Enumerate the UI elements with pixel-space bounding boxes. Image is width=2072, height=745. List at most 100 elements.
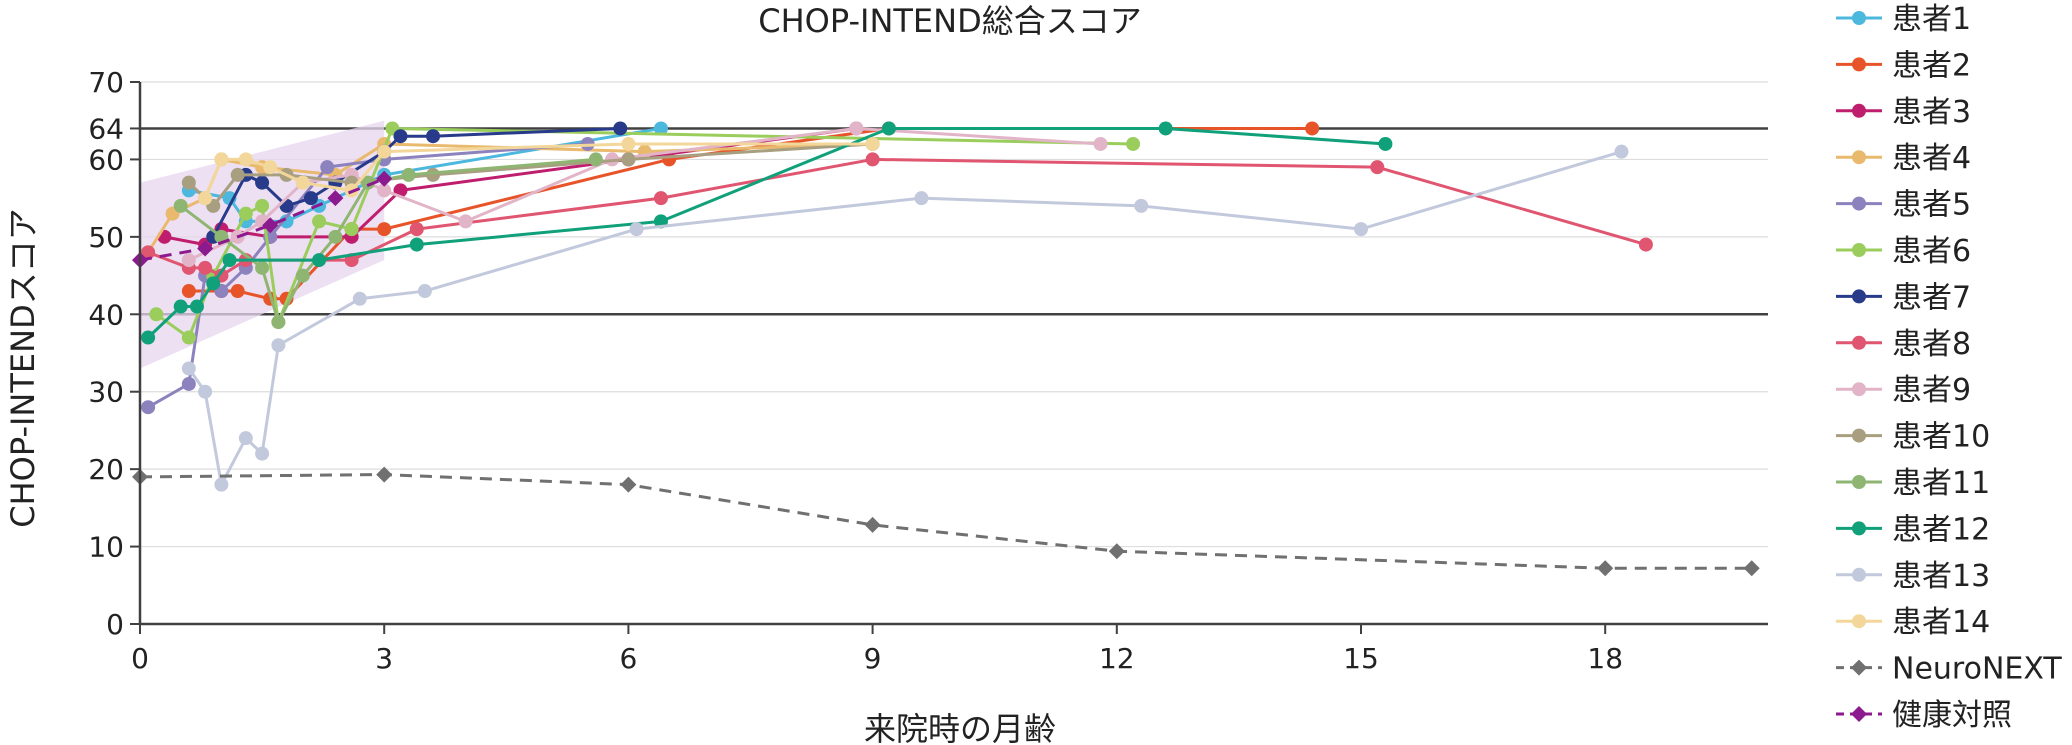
series-16 [132,170,393,269]
data-point [377,222,392,237]
data-point [238,152,253,167]
series-11 [173,152,603,330]
data-point [295,175,310,190]
legend-marker [1852,614,1866,629]
legend-marker [1852,150,1866,165]
legend-marker [1852,196,1866,211]
y-tick-label: 60 [88,143,124,176]
series-8 [141,152,1653,283]
data-point [197,240,214,257]
legend-marker [1852,11,1866,25]
legend-marker [1851,659,1867,676]
data-point [458,214,473,229]
legend-item: 患者4 [1836,141,1971,176]
series-line [139,473,1752,570]
series-15 [132,466,1760,577]
data-point [1614,144,1629,159]
data-point [262,217,279,234]
data-point [653,191,668,206]
data-point [328,229,343,244]
data-point [230,284,245,299]
data-point [255,446,270,461]
legend-item: 患者7 [1836,280,1971,315]
x-axis-label: 来院時の月齢 [864,710,1056,745]
data-point [1108,543,1125,560]
data-point [629,222,644,237]
data-point [320,160,335,175]
data-point [376,170,393,187]
data-point [376,466,393,483]
legend-label: 患者4 [1892,141,1971,176]
legend-marker [1852,382,1866,397]
legend-item: 患者3 [1836,95,1971,130]
grid-layer [140,81,1768,625]
data-point [141,400,156,415]
data-point [271,338,286,353]
data-point [865,136,880,151]
legend-marker [1852,289,1866,304]
data-point [181,175,196,190]
x-tick-label: 18 [1587,642,1623,675]
data-point [653,121,668,136]
data-point [238,206,253,221]
data-point [312,214,327,229]
legend-label: 患者7 [1892,280,1971,315]
data-point [352,291,367,306]
legend-label: 患者3 [1892,95,1971,130]
data-point [1093,136,1108,151]
healthy-band-layer [140,120,385,369]
data-point [198,260,213,275]
data-point [181,253,196,268]
series-layer [132,121,1760,577]
data-point [149,307,164,322]
legend-item: NeuroNEXT [1836,652,2062,687]
legend-item: 患者8 [1836,327,1971,362]
series-line [211,126,621,238]
data-point [222,253,237,268]
legend-item: 健康対照 [1836,698,2012,733]
data-point [426,167,441,182]
x-tick-label: 12 [1099,642,1135,675]
data-point [238,431,253,446]
data-point [214,152,229,167]
data-point [588,152,603,167]
data-point [1370,160,1385,175]
legend-marker [1852,243,1866,257]
data-point [377,144,392,159]
legend-marker [1852,475,1866,489]
legend-label: 患者6 [1892,234,1971,269]
series-14 [198,136,880,206]
legend-marker [1852,335,1866,350]
legend-item: 患者10 [1836,420,1990,455]
y-tick-label: 10 [88,531,124,564]
x-tick-label: 6 [619,642,637,675]
legend-item: 患者6 [1836,234,1971,269]
healthy-control-band [140,120,385,369]
legend-marker [1852,521,1866,536]
data-point [189,299,204,314]
data-point [914,191,929,206]
data-point [621,152,636,167]
legend-label: 患者1 [1892,2,1971,37]
data-point [312,253,327,268]
data-point [279,214,294,229]
data-point [206,276,221,291]
x-tick-label: 3 [375,642,393,675]
data-point [271,315,286,330]
data-point [1158,121,1173,136]
legend-item: 患者13 [1836,559,1990,594]
legend-label: 患者10 [1892,420,1990,455]
legend-label: 患者11 [1892,466,1990,501]
legend-label: NeuroNEXT [1892,652,2062,687]
legend-label: 患者8 [1892,327,1971,362]
data-point [377,183,392,198]
data-point [1378,136,1393,151]
legend-label: 患者14 [1892,605,1990,640]
x-tick-label: 0 [131,642,149,675]
data-point [255,198,270,213]
data-point [1597,560,1614,577]
legend-label: 患者12 [1892,512,1990,547]
legend-item: 患者1 [1836,2,1971,37]
legend-item: 患者11 [1836,466,1990,501]
